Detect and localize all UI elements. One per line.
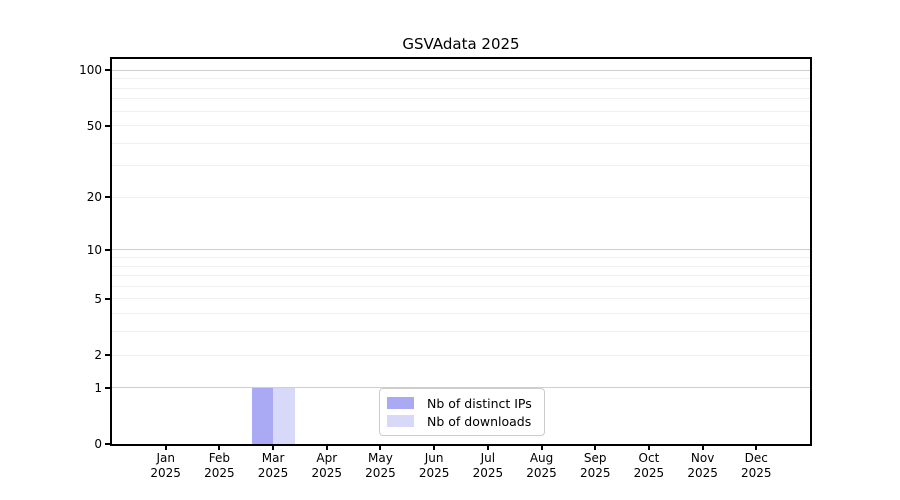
legend-label-distinct-ips: Nb of distinct IPs	[427, 395, 532, 411]
x-tick-year: 2025	[257, 466, 289, 480]
y-tick-label: 50	[86, 118, 102, 133]
legend: Nb of distinct IPs Nb of downloads	[379, 388, 545, 436]
x-tick-label: Sep 2025	[567, 451, 623, 481]
y-tick-label: 1	[94, 380, 102, 395]
x-tick-year: 2025	[150, 466, 181, 480]
x-tick-year: 2025	[687, 466, 718, 480]
gridline-minor	[112, 285, 810, 287]
x-tick-year: 2025	[633, 466, 665, 480]
y-tick-label: 100	[79, 63, 102, 78]
y-tick	[105, 196, 112, 199]
x-tick-year: 2025	[526, 466, 557, 480]
y-tick-label: 2	[94, 348, 102, 363]
y-tick	[105, 248, 112, 251]
gridline-minor	[112, 165, 810, 167]
gridline-minor	[112, 125, 810, 127]
y-tick-label: 10	[86, 242, 102, 257]
gridline-minor	[112, 196, 810, 198]
x-tick-label: May 2025	[352, 451, 408, 481]
x-tick	[486, 444, 489, 450]
y-tick-label: 20	[86, 190, 102, 205]
x-tick	[272, 444, 275, 450]
x-tick	[164, 444, 167, 450]
gridline-minor	[112, 110, 810, 112]
y-tick	[105, 297, 112, 300]
x-tick-year: 2025	[472, 466, 504, 480]
gridline-minor	[112, 78, 810, 80]
x-tick	[701, 444, 704, 450]
gridline-minor	[112, 313, 810, 315]
y-tick-label: 0	[94, 437, 102, 451]
legend-item-downloads: Nb of downloads	[387, 412, 536, 430]
x-tick	[379, 444, 382, 450]
gridline-minor	[112, 298, 810, 300]
x-tick	[325, 444, 328, 450]
x-tick	[647, 444, 650, 450]
x-tick-year: 2025	[204, 466, 235, 480]
gridline-minor	[112, 87, 810, 89]
gridline-minor	[112, 257, 810, 258]
gridline-minor	[112, 142, 810, 144]
bar-nb-of-downloads	[273, 387, 295, 444]
gridline-minor	[112, 265, 810, 267]
x-tick	[755, 444, 758, 450]
x-tick	[594, 444, 597, 450]
legend-swatch-downloads-icon	[387, 415, 414, 427]
x-tick-year: 2025	[418, 466, 450, 480]
x-tick	[218, 444, 221, 450]
y-tick	[105, 124, 112, 127]
x-tick-label: Apr 2025	[299, 451, 355, 481]
x-tick-year: 2025	[311, 466, 343, 480]
x-tick-label: Feb 2025	[191, 451, 247, 481]
legend-item-distinct-ips: Nb of distinct IPs	[387, 394, 536, 412]
x-tick-year: 2025	[365, 466, 396, 480]
y-tick	[105, 69, 112, 72]
y-tick	[105, 386, 112, 389]
gridline-minor	[112, 331, 810, 333]
x-tick-label: Nov 2025	[675, 451, 731, 481]
y-tick	[105, 443, 112, 445]
x-tick-year: 2025	[741, 466, 772, 480]
y-tick	[105, 354, 112, 357]
gridline-minor	[112, 354, 810, 356]
legend-swatch-distinct-ips-icon	[387, 397, 414, 409]
x-tick-year: 2025	[579, 466, 611, 480]
x-tick-label: Dec 2025	[728, 451, 784, 481]
x-tick-label: Jun 2025	[406, 451, 462, 481]
x-tick	[540, 444, 543, 450]
gridline-minor	[112, 98, 810, 100]
bar-nb-of-distinct-ips	[251, 387, 274, 444]
x-tick-label: Jul 2025	[460, 451, 516, 481]
x-tick-label: Jan 2025	[138, 451, 194, 481]
chart-title: GSVAdata 2025	[402, 35, 520, 53]
gridline-major	[112, 69, 810, 71]
gridline-major	[112, 249, 810, 251]
legend-label-downloads: Nb of downloads	[427, 413, 532, 429]
x-tick-label: Mar 2025	[245, 451, 301, 481]
y-tick-label: 5	[94, 291, 102, 306]
x-tick-label: Oct 2025	[621, 451, 677, 481]
x-tick-label: Aug 2025	[514, 451, 570, 481]
x-tick	[433, 444, 436, 450]
gridline-major	[112, 387, 810, 389]
gridline-minor	[112, 275, 810, 277]
